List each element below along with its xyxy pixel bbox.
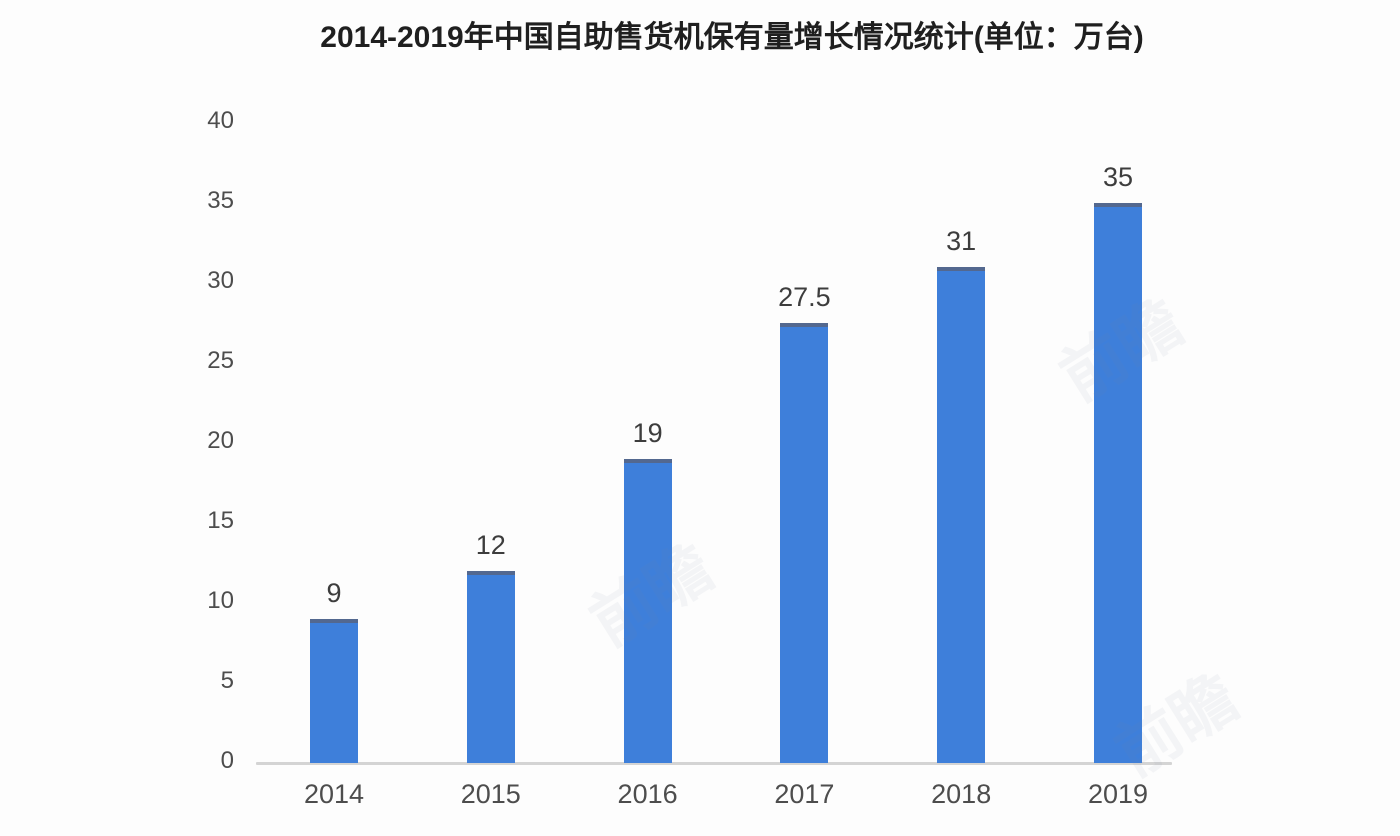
y-axis-tick-label: 10 [207, 587, 234, 614]
x-axis-tick-label: 2018 [931, 779, 992, 809]
x-axis-line [256, 762, 1172, 765]
chart-title: 2014-2019年中国自助售货机保有量增长情况统计(单位：万台) [320, 21, 1144, 54]
bar [466, 571, 515, 763]
bar-value-label: 19 [632, 418, 663, 448]
bar-value-label: 9 [326, 578, 342, 608]
bar [310, 619, 358, 763]
x-axis-tick-label: 2017 [774, 779, 835, 809]
bar-value-label: 31 [946, 226, 977, 256]
bar-value-label: 12 [475, 530, 506, 560]
bar [780, 323, 829, 763]
bar-value-label: 35 [1102, 162, 1134, 192]
y-axis-tick-label: 20 [207, 427, 234, 454]
y-axis-tick-label: 25 [207, 347, 234, 374]
y-axis-tick-label: 0 [220, 747, 234, 774]
x-axis-tick-label: 2015 [460, 779, 521, 809]
x-axis-tick-label: 2019 [1087, 779, 1149, 809]
bar [1094, 203, 1142, 763]
y-axis-tick-label: 5 [220, 667, 234, 694]
y-axis-tick-label: 40 [207, 107, 234, 134]
bar [623, 459, 672, 763]
bar [937, 267, 986, 763]
y-axis-tick-label: 15 [207, 507, 234, 534]
bar-value-label: 27.5 [778, 282, 831, 312]
y-axis-tick-label: 35 [207, 187, 234, 214]
y-axis-tick-label: 30 [207, 267, 234, 294]
x-axis-tick-label: 2016 [617, 779, 678, 809]
x-axis-tick-label: 2014 [303, 779, 365, 809]
